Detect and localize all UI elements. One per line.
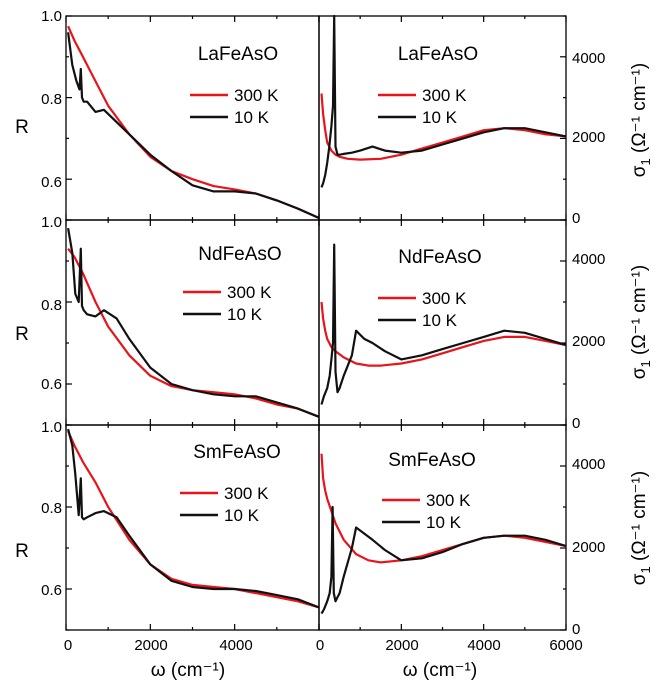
panel-title-r-lafeaso: LaFeAsO xyxy=(198,44,278,65)
legend-label-r-smfeaso: 300 K xyxy=(224,484,269,503)
x-tick-right-6000: 6000 xyxy=(549,637,582,654)
series-line-300k-sigma-ndfeaso xyxy=(320,301,567,367)
series-line-300k-r-lafeaso xyxy=(67,25,320,220)
sigma-tick-top-2000: 2000 xyxy=(572,129,605,146)
legend-label-sigma-lafeaso: 300 K xyxy=(422,86,467,105)
sigma-tick-bot-4000: 4000 xyxy=(572,456,605,473)
r-tick-top-3: 0.6 xyxy=(41,174,62,191)
x-tick-right-2000: 2000 xyxy=(385,637,418,654)
x-axis-label-left: ω (cm⁻¹) xyxy=(151,660,225,681)
x-tick-right-4000: 4000 xyxy=(467,637,500,654)
r-axis-label-bot: R xyxy=(15,541,29,562)
r-tick-bot-2: 0.8 xyxy=(41,500,62,517)
sigma-tick-top-0: 0 xyxy=(572,210,580,227)
sigma-tick-bot-2000: 2000 xyxy=(572,539,605,556)
x-tick-left-0: 0 xyxy=(64,637,72,654)
legend-label-r-smfeaso: 10 K xyxy=(224,506,260,525)
svg-text:σ1 (Ω⁻¹ cm⁻¹): σ1 (Ω⁻¹ cm⁻¹) xyxy=(629,471,653,585)
r-tick-bot-3: 0.6 xyxy=(41,582,62,599)
x-tick-left-4000: 4000 xyxy=(219,637,252,654)
r-tick-top-2: 0.8 xyxy=(41,91,62,108)
sigma-tick-bot-0: 0 xyxy=(572,621,580,638)
svg-text:σ1 (Ω⁻¹ cm⁻¹): σ1 (Ω⁻¹ cm⁻¹) xyxy=(629,265,653,379)
r-tick-bot-1: 1.0 xyxy=(41,419,62,436)
legend-label-sigma-ndfeaso: 300 K xyxy=(422,289,467,308)
series-line-10k-r-ndfeaso xyxy=(67,228,320,418)
series-line-300k-r-smfeaso xyxy=(67,430,320,609)
panel-title-sigma-smfeaso: SmFeAsO xyxy=(388,450,476,471)
panel-title-r-ndfeaso: NdFeAsO xyxy=(198,244,281,265)
series-line-10k-r-lafeaso xyxy=(67,32,320,220)
x-tick-right-0: 0 xyxy=(316,637,324,654)
sigma-axis-label-top: σ1 (Ω⁻¹ cm⁻¹) xyxy=(629,63,653,177)
panel-title-sigma-lafeaso: LaFeAsO xyxy=(398,44,478,65)
series-line-10k-sigma-lafeaso xyxy=(320,14,567,188)
panel-title-r-smfeaso: SmFeAsO xyxy=(193,442,281,463)
legend-label-r-lafeaso: 10 K xyxy=(234,108,270,127)
legend-label-sigma-ndfeaso: 10 K xyxy=(422,311,458,330)
legend-label-sigma-smfeaso: 300 K xyxy=(426,491,471,510)
legend-label-sigma-smfeaso: 10 K xyxy=(426,513,462,532)
r-axis-label-mid: R xyxy=(15,324,29,345)
r-tick-mid-3: 0.6 xyxy=(41,376,62,393)
sigma-tick-mid-2000: 2000 xyxy=(572,333,605,350)
series-line-10k-r-smfeaso xyxy=(67,428,320,609)
sigma-tick-mid-0: 0 xyxy=(572,415,580,432)
series-line-300k-r-ndfeaso xyxy=(67,248,320,418)
plot-layer: LaFeAsO 300 K 10 K NdFeAsO 300 K 10 K SmFeAsO 3… xyxy=(65,14,567,631)
sigma-axis-label-mid: σ1 (Ω⁻¹ cm⁻¹) xyxy=(629,265,653,379)
series-line-10k-sigma-smfeaso xyxy=(320,505,567,615)
svg-text:σ1 (Ω⁻¹ cm⁻¹): σ1 (Ω⁻¹ cm⁻¹) xyxy=(629,63,653,177)
r-tick-mid-1: 1.0 xyxy=(41,214,62,231)
x-tick-left-2000: 2000 xyxy=(134,637,167,654)
sigma-tick-top-4000: 4000 xyxy=(572,50,605,67)
panel-title-sigma-ndfeaso: NdFeAsO xyxy=(398,247,481,268)
r-tick-top-1: 1.0 xyxy=(41,8,62,25)
r-axis-label-top: R xyxy=(15,117,29,138)
series-line-10k-sigma-ndfeaso xyxy=(320,243,567,405)
legend-label-r-ndfeaso: 10 K xyxy=(227,305,263,324)
sigma-axis-label-bot: σ1 (Ω⁻¹ cm⁻¹) xyxy=(629,471,653,585)
legend-label-sigma-lafeaso: 10 K xyxy=(422,108,458,127)
legend-label-r-lafeaso: 300 K xyxy=(234,86,279,105)
r-tick-mid-2: 0.8 xyxy=(41,297,62,314)
legend-label-r-ndfeaso: 300 K xyxy=(227,283,272,302)
x-axis-label-right: ω (cm⁻¹) xyxy=(403,660,477,681)
sigma-tick-mid-4000: 4000 xyxy=(572,251,605,268)
